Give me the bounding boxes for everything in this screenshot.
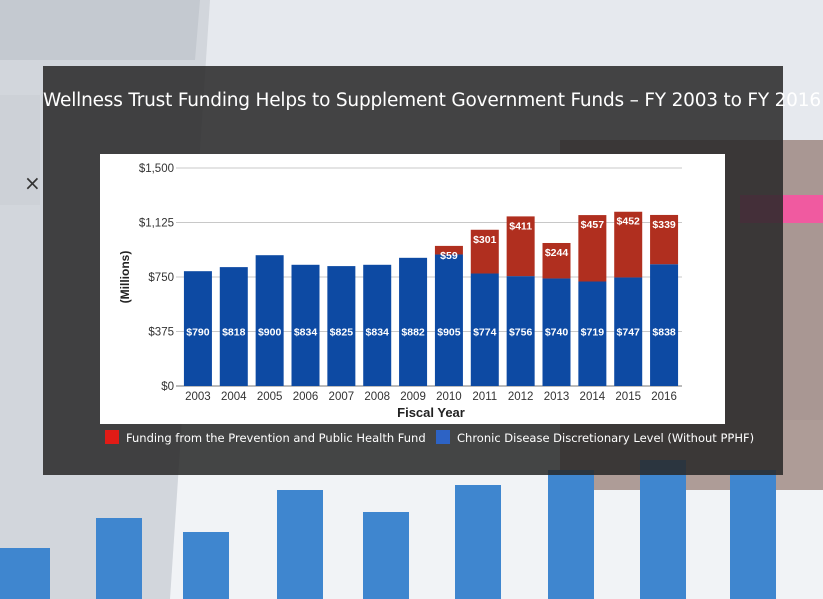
x-tick-label: 2015	[615, 391, 641, 403]
chart-area: $0 $375 $750 $1,125 $1,500 (Millions) $790 2003…	[100, 154, 725, 424]
data-label-base: $900	[258, 327, 282, 339]
data-label-base: $825	[330, 327, 354, 339]
data-label-base: $818	[222, 327, 246, 339]
bar-base-2006	[291, 264, 320, 386]
chart-panel: Wellness Trust Funding Helps to Suppleme…	[43, 66, 821, 475]
bar-ppfh-2010	[434, 245, 463, 255]
x-tick-label: 2006	[293, 391, 319, 403]
data-label-ppfh: $339	[652, 219, 676, 231]
bar-base-2013	[542, 278, 571, 386]
data-label-ppfh: $452	[617, 216, 641, 228]
y-tick-label: $0	[161, 381, 174, 393]
x-tick-label: 2013	[544, 391, 570, 403]
bar-ppfh-2014	[578, 215, 607, 282]
bar-base-2009	[399, 257, 428, 386]
data-label-base: $756	[509, 327, 533, 339]
data-label-ppfh: $301	[473, 234, 497, 246]
bar-ppfh-2015	[614, 211, 643, 278]
x-tick-label: 2016	[651, 391, 677, 403]
data-label-base: $719	[581, 327, 605, 339]
x-tick-label: 2005	[257, 391, 283, 403]
bar-ppfh-2016	[650, 214, 679, 265]
data-label-ppfh: $457	[581, 219, 605, 231]
bar-base-2011	[470, 273, 499, 386]
bar-ppfh-2012	[506, 216, 535, 277]
x-tick-label: 2011	[472, 391, 497, 403]
x-tick-label: 2008	[364, 391, 390, 403]
bar-ppfh-2013	[542, 242, 571, 279]
data-label-ppfh: $411	[509, 220, 532, 232]
data-label-base: $882	[401, 327, 425, 339]
legend-label-base: Chronic Disease Discretionary Level (Wit…	[457, 431, 755, 445]
y-tick-label: $1,125	[139, 218, 174, 230]
data-label-base: $838	[652, 327, 676, 339]
bar-base-2012	[506, 276, 535, 386]
svg-text:×: ×	[24, 171, 41, 195]
y-axis-label: (Millions)	[118, 251, 132, 304]
x-axis-label: Fiscal Year	[397, 405, 465, 420]
legend-swatch-ppfh	[105, 430, 119, 444]
data-label-base: $790	[186, 327, 210, 339]
bar-chart: $0 $375 $750 $1,125 $1,500 (Millions) $790 2003…	[118, 163, 682, 420]
bar-base-2010	[434, 254, 463, 386]
data-label-ppfh: $59	[440, 250, 458, 262]
chart-title: Wellness Trust Funding Helps to Suppleme…	[43, 90, 821, 111]
bar-base-2016	[650, 264, 679, 386]
y-tick-label: $1,500	[139, 163, 174, 175]
data-label-ppfh: $244	[545, 247, 569, 259]
bar-base-2004	[219, 267, 248, 386]
data-label-base: $834	[294, 327, 318, 339]
legend-swatch-base	[436, 430, 450, 444]
data-label-base: $740	[545, 327, 569, 339]
legend-base: Chronic Disease Discretionary Level (Wit…	[436, 430, 754, 450]
bar-base-2007	[327, 266, 356, 386]
bar-base-2015	[614, 277, 643, 386]
x-tick-label: 2007	[329, 391, 355, 403]
y-tick-label: $750	[148, 272, 174, 284]
x-tick-label: 2012	[508, 391, 534, 403]
data-label-base: $747	[617, 327, 641, 339]
x-tick-label: 2010	[436, 391, 462, 403]
y-tick-label: $375	[148, 327, 174, 339]
legend-ppfh: Funding from the Prevention and Public H…	[105, 430, 426, 450]
data-label-base: $834	[366, 327, 390, 339]
data-label-base: $774	[473, 327, 497, 339]
bar-base-2005	[255, 255, 284, 386]
x-tick-label: 2003	[185, 391, 211, 403]
bar-base-2008	[363, 264, 392, 386]
bar-ppfh-2011	[470, 229, 499, 274]
bar-base-2003	[183, 271, 212, 386]
data-label-base: $905	[437, 327, 461, 339]
x-tick-label: 2004	[221, 391, 247, 403]
x-tick-label: 2014	[580, 391, 606, 403]
legend-label-ppfh: Funding from the Prevention and Public H…	[126, 431, 426, 445]
bar-base-2014	[578, 281, 607, 386]
x-tick-label: 2009	[400, 391, 426, 403]
